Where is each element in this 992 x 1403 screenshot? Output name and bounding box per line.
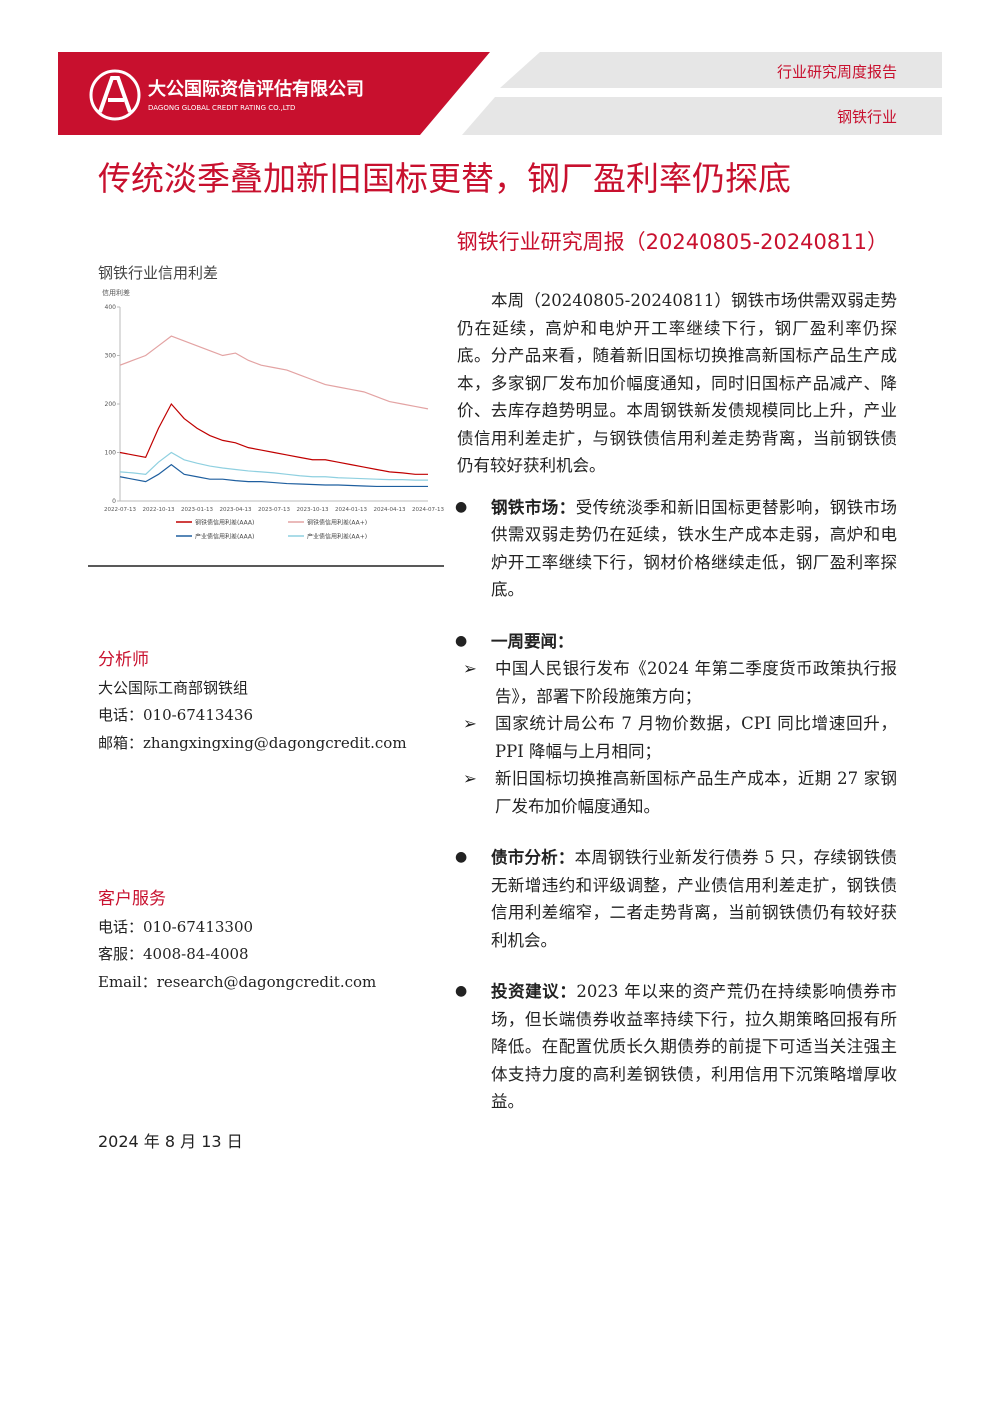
series-line <box>119 335 429 410</box>
x-tick-label: 2022-10-13 <box>143 507 175 513</box>
legend-label: 钢铁债信用利差(AAA) <box>195 519 254 527</box>
y-tick-label: 200 <box>105 401 117 408</box>
bullet: 一周要闻： <box>455 628 897 656</box>
email: 邮箱：zhangxingxing@dagongcredit.com <box>98 733 407 752</box>
y-tick-label: 400 <box>105 304 117 311</box>
legend-label: 钢铁债信用利差(AA+) <box>307 519 367 527</box>
x-tick-label: 2024-07-13 <box>412 507 444 513</box>
company-name: 大公国际资信评估有限公司 <box>148 78 364 100</box>
chart: 信用利差 0 100 200 300 400 2022-07-13 2022-10-13 20… <box>88 288 444 567</box>
bullet-text: 本周钢铁行业新发行债券 5 只，存续钢铁债无新增违约和评级调整，产业债信用利差走… <box>491 848 897 950</box>
x-tick-label: 2023-04-13 <box>220 507 252 513</box>
bullet: 钢铁市场：受传统淡季和新旧国标更替影响，钢铁市场供需双弱走势仍在延续，铁水生产成… <box>455 494 898 604</box>
report-type: 行业研究周度报告 <box>777 63 897 81</box>
heading: 分析师 <box>98 650 149 670</box>
x-tick-label: 2024-04-13 <box>374 507 406 513</box>
bullet: 投资建议：2023 年以来的资产荒仍在持续影响债券市场，但长端债券收益率持续下行… <box>455 978 897 1116</box>
y-tick-label: 0 <box>112 498 116 505</box>
title: 传统淡季叠加新旧国标更替，钢厂盈利率仍探底 <box>98 159 791 198</box>
phone: 电话：010-67413436 <box>98 706 254 724</box>
service: 客户服务 电话：010-67413300 客服：4008-84-4008 Ema… <box>98 886 376 996</box>
bullet-label: 一周要闻： <box>491 631 574 651</box>
hotline: 客服：4008-84-4008 <box>98 945 249 963</box>
series-line <box>119 463 428 488</box>
y-tick-label: 100 <box>105 450 117 457</box>
org: 大公国际工商部钢铁组 <box>98 678 249 697</box>
email: Email：research@dagongcredit.com <box>98 972 377 991</box>
x-tick-label: 2023-10-13 <box>297 507 329 513</box>
chart-title: 钢铁行业信用利差 <box>98 264 219 282</box>
series-line <box>119 451 428 481</box>
bullet: 债市分析：本周钢铁行业新发行债券 5 只，存续钢铁债无新增违约和评级调整，产业债… <box>455 844 897 954</box>
bullet-text: 受传统淡季和新旧国标更替影响，钢铁市场供需双弱走势仍在延续，铁水生产成本走弱，高… <box>491 497 898 600</box>
company-en: DAGONG GLOBAL CREDIT RATING CO.,LTD <box>148 104 295 112</box>
subtitle: 钢铁行业研究周报（20240805-20240811） <box>456 230 888 254</box>
bullet-text: 2023 年以来的资产荒仍在持续影响债券市场，但长端债券收益率持续下行，拉久期策… <box>491 982 897 1111</box>
industry: 钢铁行业 <box>837 108 897 126</box>
summary: 本周（20240805-20240811）钢铁市场供需双弱走势仍在延续，高炉和电… <box>457 291 897 475</box>
legend-label: 产业债信用利差(AAA) <box>195 533 254 541</box>
bullet-label: 投资建议： <box>491 982 577 1001</box>
y-axis-label: 信用利差 <box>102 288 130 297</box>
series-line <box>119 402 428 475</box>
x-tick-label: 2023-07-13 <box>258 507 290 513</box>
bullet-label: 债市分析： <box>491 848 575 867</box>
analyst: 分析师 大公国际工商部钢铁组 电话：010-67413436 邮箱：zhangx… <box>98 647 407 757</box>
x-tick-label: 2024-01-13 <box>335 507 367 513</box>
x-tick-label: 2022-07-13 <box>104 507 136 513</box>
phone: 电话：010-67413300 <box>98 917 254 936</box>
news-item: 新旧国标切换推高新国标产品生产成本，近期 27 家钢厂发布加价幅度通知。 <box>457 765 897 820</box>
date: 2024 年 8 月 13 日 <box>98 1132 243 1151</box>
header-bar: 大公国际资信评估有限公司 DAGONG GLOBAL CREDIT RATING… <box>58 52 942 135</box>
legend-label: 产业债信用利差(AA+) <box>307 533 367 541</box>
news-item: 中国人民银行发布《2024 年第二季度货币政策执行报告》，部署下阶段施策方向； <box>457 655 897 710</box>
main-text: 本周（20240805-20240811）钢铁市场供需双弱走势仍在延续，高炉和电… <box>455 287 898 1116</box>
heading: 客户服务 <box>98 889 166 909</box>
news-item: 国家统计局公布 7 月物价数据，CPI 同比增速回升，PPI 降幅与上月相同； <box>457 710 897 765</box>
x-tick-label: 2023-01-13 <box>181 507 213 513</box>
y-tick-label: 300 <box>105 353 117 360</box>
bullet-label: 钢铁市场： <box>491 497 576 517</box>
